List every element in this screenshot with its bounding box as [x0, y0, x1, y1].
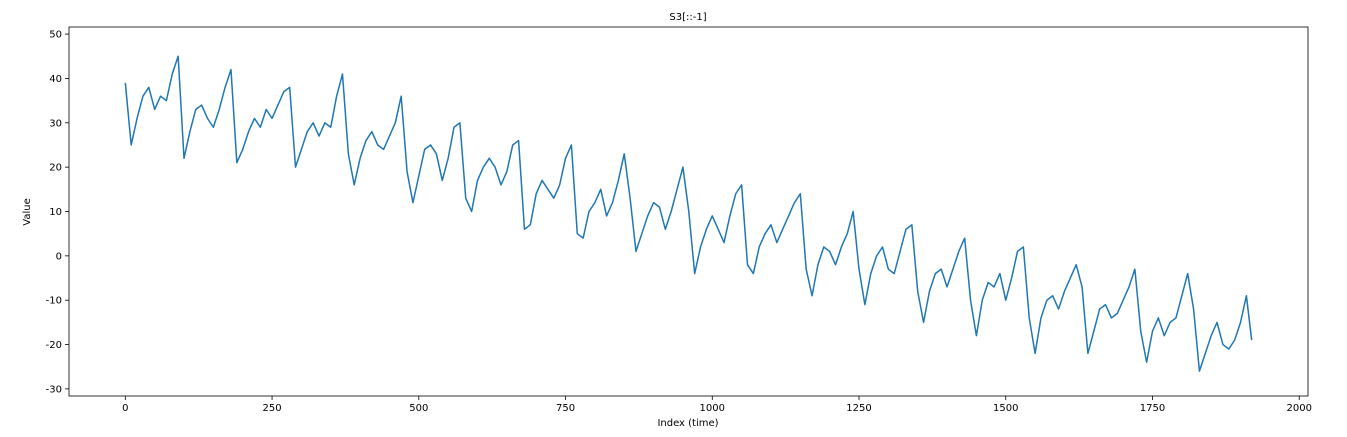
y-tick-label: -30 [46, 384, 62, 395]
y-tick-label: -10 [46, 296, 62, 307]
x-tick-label: 500 [409, 403, 428, 414]
y-tick-label: -20 [46, 340, 62, 351]
x-tick-label: 1500 [993, 403, 1018, 414]
y-tick-label: 20 [49, 163, 62, 174]
x-tick-label: 2000 [1286, 403, 1311, 414]
y-tick-label: 0 [56, 251, 62, 262]
x-tick-label: 750 [556, 403, 575, 414]
chart-title: S3[::-1] [669, 12, 706, 23]
y-tick-label: 50 [49, 30, 62, 41]
plot-frame [68, 26, 1309, 397]
data-line [124, 55, 1253, 372]
x-tick-label: 1250 [846, 403, 871, 414]
x-axis-label: Index (time) [657, 418, 718, 429]
y-tick-label: 30 [49, 118, 62, 129]
x-tick-label: 250 [263, 403, 282, 414]
x-tick-label: 1750 [1140, 403, 1165, 414]
y-tick-label: 40 [49, 74, 62, 85]
y-axis-label: Value [22, 198, 33, 225]
y-tick-label: 10 [49, 207, 62, 218]
x-tick-label: 1000 [700, 403, 725, 414]
x-tick-label: 0 [122, 403, 128, 414]
